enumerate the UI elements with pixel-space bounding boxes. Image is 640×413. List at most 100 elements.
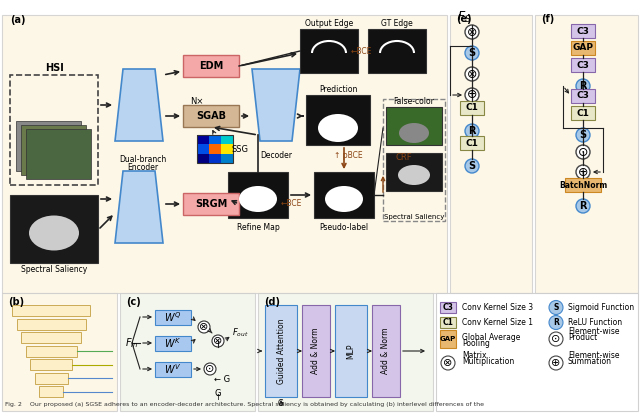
Circle shape — [465, 25, 479, 39]
Bar — [571, 58, 595, 72]
Bar — [440, 317, 456, 328]
Bar — [228, 172, 288, 218]
Bar — [209, 154, 221, 163]
Bar — [183, 55, 239, 77]
Bar — [306, 95, 370, 145]
Bar — [386, 107, 442, 145]
Text: R: R — [579, 81, 587, 91]
Text: ←BCE: ←BCE — [280, 199, 301, 209]
Text: G: G — [278, 399, 284, 408]
Text: ⊕: ⊕ — [578, 166, 588, 178]
Circle shape — [465, 88, 479, 102]
Bar — [258, 293, 433, 411]
Text: Element-wise: Element-wise — [568, 351, 620, 360]
Text: SSG: SSG — [232, 145, 248, 154]
Text: ⊕: ⊕ — [551, 358, 561, 368]
Bar — [460, 136, 484, 150]
Bar — [209, 135, 221, 144]
Text: $W^Q$: $W^Q$ — [164, 311, 182, 324]
Text: Prediction: Prediction — [319, 85, 357, 95]
Circle shape — [198, 321, 210, 333]
Bar — [571, 41, 595, 55]
Text: R: R — [579, 201, 587, 211]
Text: (b): (b) — [8, 297, 24, 307]
Text: BatchNorm: BatchNorm — [559, 180, 607, 190]
Bar — [221, 144, 233, 154]
Text: GAP: GAP — [573, 43, 593, 52]
Text: (c): (c) — [126, 297, 141, 307]
Bar — [565, 178, 601, 192]
Bar — [440, 302, 456, 313]
Text: C3: C3 — [577, 92, 589, 100]
Bar — [10, 195, 98, 263]
Text: C1: C1 — [577, 109, 589, 118]
Ellipse shape — [399, 123, 429, 143]
Circle shape — [465, 67, 479, 81]
Text: $F_{out}$: $F_{out}$ — [232, 327, 248, 339]
Polygon shape — [115, 69, 163, 141]
Bar — [571, 89, 595, 103]
Text: $F_S$: $F_S$ — [457, 9, 471, 24]
Text: C1: C1 — [465, 138, 479, 147]
Text: Guided Attention: Guided Attention — [276, 318, 285, 384]
Ellipse shape — [239, 186, 277, 212]
Ellipse shape — [398, 165, 430, 185]
Bar — [21, 332, 81, 343]
Ellipse shape — [318, 114, 358, 142]
Text: ⊕: ⊕ — [467, 88, 477, 102]
Text: ← G: ← G — [214, 375, 230, 385]
Text: Output Edge: Output Edge — [305, 19, 353, 28]
Bar — [39, 386, 63, 397]
Text: Pooling: Pooling — [462, 339, 490, 348]
Circle shape — [465, 124, 479, 138]
Polygon shape — [252, 69, 300, 141]
Bar — [2, 15, 447, 293]
Text: R: R — [468, 126, 476, 136]
Text: Product: Product — [568, 333, 597, 342]
Circle shape — [549, 316, 563, 330]
Bar — [30, 359, 72, 370]
Text: EDM: EDM — [199, 61, 223, 71]
Bar — [35, 373, 67, 384]
Text: ⊗: ⊗ — [467, 26, 477, 38]
Text: S: S — [554, 303, 559, 312]
Circle shape — [576, 79, 590, 93]
Bar — [26, 346, 77, 356]
Circle shape — [576, 128, 590, 142]
Bar — [183, 193, 239, 215]
Text: (a): (a) — [10, 15, 26, 25]
Text: Multiplication: Multiplication — [462, 357, 515, 366]
Text: R: R — [553, 318, 559, 327]
Bar — [26, 129, 91, 179]
Bar — [155, 336, 191, 351]
Circle shape — [549, 356, 563, 370]
Text: Add & Norm: Add & Norm — [312, 328, 321, 374]
Text: C1: C1 — [465, 104, 479, 112]
Bar — [335, 305, 367, 397]
Text: ↑ pBCE: ↑ pBCE — [333, 150, 362, 159]
Text: C3: C3 — [577, 60, 589, 69]
Text: S: S — [468, 48, 476, 58]
Text: ←BCE: ←BCE — [350, 47, 372, 55]
Bar — [302, 305, 330, 397]
Bar — [460, 101, 484, 115]
Circle shape — [465, 159, 479, 173]
Text: Spectral Saliency: Spectral Saliency — [384, 214, 444, 220]
Text: C1: C1 — [443, 318, 453, 327]
Text: Dual-branch: Dual-branch — [120, 156, 166, 164]
Bar — [383, 99, 445, 221]
Bar — [221, 135, 233, 144]
Text: N×: N× — [190, 97, 204, 105]
Bar — [221, 154, 233, 163]
Bar — [2, 293, 117, 411]
Bar — [197, 154, 209, 163]
Text: ⊗: ⊗ — [213, 336, 223, 346]
Text: Matrix: Matrix — [462, 351, 486, 360]
Text: CRF: CRF — [396, 152, 412, 161]
Text: GT Edge: GT Edge — [381, 19, 413, 28]
Text: Encoder: Encoder — [127, 164, 159, 173]
Bar — [21, 125, 86, 175]
Bar — [368, 29, 426, 73]
Text: ⊙: ⊙ — [205, 364, 214, 374]
Text: (e): (e) — [456, 14, 472, 24]
